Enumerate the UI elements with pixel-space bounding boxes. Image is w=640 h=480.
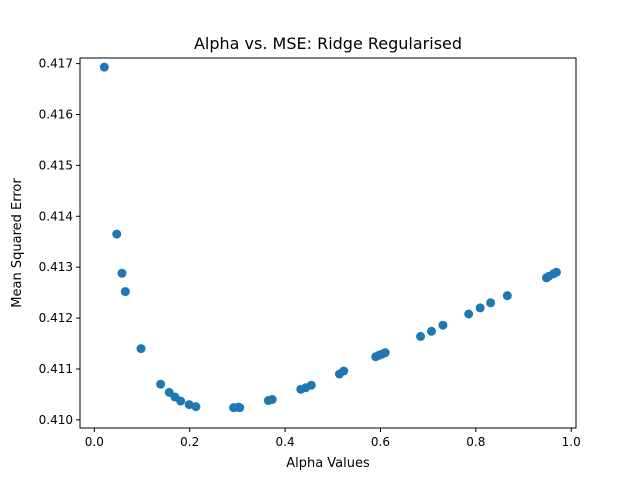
plot-frame	[79, 57, 577, 429]
data-point	[136, 344, 146, 354]
data-point	[502, 291, 512, 301]
x-tick-label: 1.0	[562, 435, 581, 449]
data-point	[426, 326, 436, 336]
x-tick-label: 0.2	[180, 435, 199, 449]
y-axis-label: Mean Squared Error	[10, 178, 25, 308]
x-axis-label: Alpha Values	[286, 456, 370, 471]
data-point	[235, 403, 245, 413]
y-tick-label: 0.414	[39, 209, 73, 223]
y-tick-label: 0.417	[39, 57, 73, 71]
y-tick-label: 0.415	[39, 158, 73, 172]
x-tick-label: 0.8	[466, 435, 485, 449]
y-tick-label: 0.411	[39, 362, 73, 376]
data-point	[464, 309, 474, 319]
data-point	[156, 379, 166, 389]
data-point	[438, 320, 448, 330]
x-axis: 0.0 0.2 0.4 0.6 0.8 1.0	[85, 428, 581, 449]
data-point	[306, 380, 316, 390]
data-point	[120, 287, 130, 297]
data-point	[416, 331, 426, 341]
y-tick-label: 0.410	[39, 413, 73, 427]
y-tick-label: 0.413	[39, 260, 73, 274]
data-point	[267, 394, 277, 404]
data-point	[99, 62, 109, 72]
y-tick-label: 0.416	[39, 107, 73, 121]
data-point	[191, 402, 201, 412]
data-point	[117, 268, 127, 278]
data-point	[176, 396, 186, 406]
x-tick-label: 0.4	[276, 435, 295, 449]
data-point	[339, 366, 349, 376]
data-point	[112, 229, 122, 239]
plot-area	[79, 57, 577, 429]
y-tick-label: 0.412	[39, 311, 73, 325]
data-points	[99, 62, 561, 413]
data-point	[551, 267, 561, 277]
x-tick-label: 0.6	[371, 435, 390, 449]
data-point	[380, 348, 390, 358]
data-point	[475, 303, 485, 313]
data-point	[486, 298, 496, 308]
x-tick-label: 0.0	[85, 435, 104, 449]
chart-title: Alpha vs. MSE: Ridge Regularised	[194, 34, 462, 53]
y-axis: 0.410 0.411 0.412 0.413 0.414 0.415 0.416 0.417	[39, 57, 80, 427]
